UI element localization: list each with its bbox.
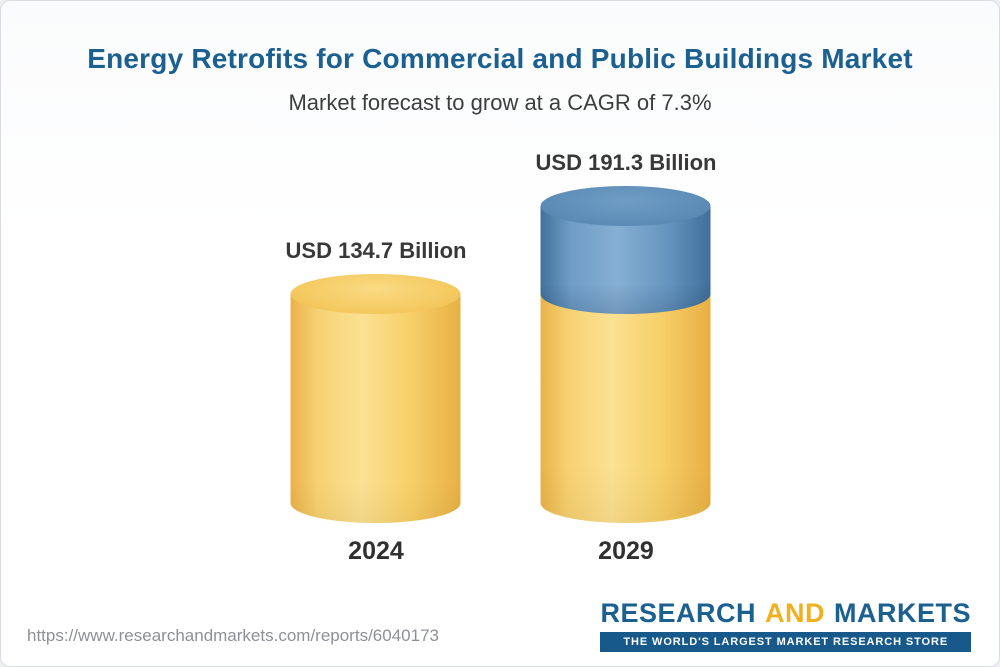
page-subtitle: Market forecast to grow at a CAGR of 7.3… [288, 90, 712, 115]
logo-word-markets: MARKETS [834, 598, 971, 628]
page-title: Energy Retrofits for Commercial and Publ… [87, 43, 913, 74]
source-url: https://www.researchandmarkets.com/repor… [27, 626, 439, 645]
cylinder-2029 [540, 186, 711, 523]
cylinder-2024 [290, 274, 461, 523]
cylinder-2029-top-ellipse [540, 186, 711, 226]
bar-chart: USD 134.7 Billion 2024 USD 191.3 Billion… [1, 150, 999, 566]
logo-word-research: RESEARCH [600, 598, 756, 628]
researchandmarkets-logo: RESEARCH AND MARKETS THE WORLD'S LARGEST… [600, 598, 971, 652]
bar-group-2029: USD 191.3 Billion 2029 [536, 150, 717, 566]
logo-wordmark: RESEARCH AND MARKETS [600, 598, 971, 629]
logo-tagline: THE WORLD'S LARGEST MARKET RESEARCH STOR… [600, 632, 971, 652]
category-label-2029: 2029 [598, 537, 654, 565]
category-label-2024: 2024 [348, 537, 404, 565]
cylinder-2024-body [290, 294, 461, 523]
bar-group-2024: USD 134.7 Billion 2024 [286, 238, 467, 566]
value-label-2024: USD 134.7 Billion [285, 238, 467, 263]
value-label-2029: USD 191.3 Billion [535, 150, 717, 175]
cylinder-2024-top-ellipse [290, 274, 461, 314]
logo-word-and: AND [765, 598, 825, 628]
